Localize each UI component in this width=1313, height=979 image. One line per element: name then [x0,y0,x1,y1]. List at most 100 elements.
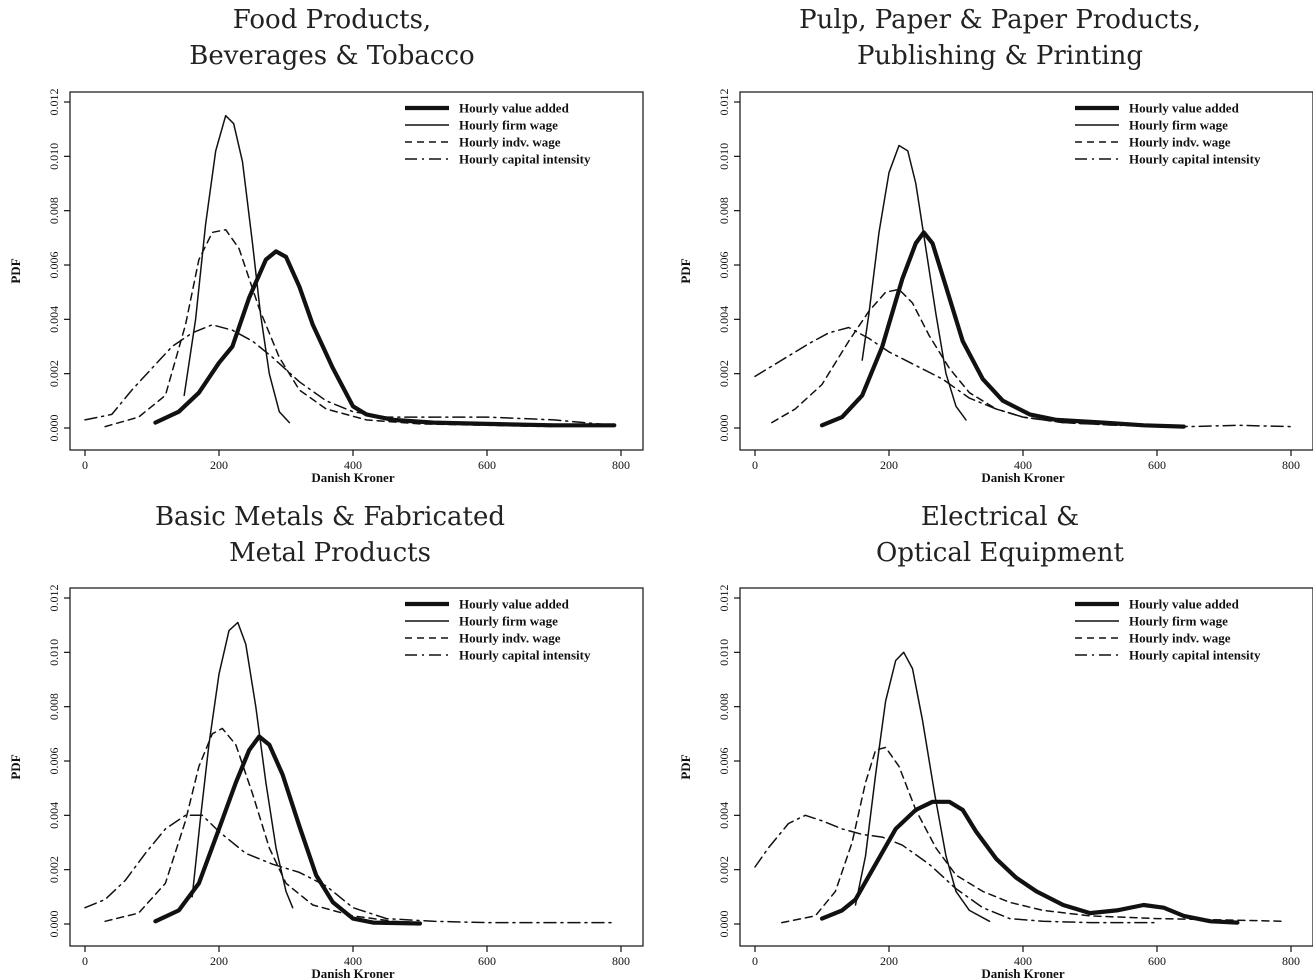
legend-label-4: Hourly capital intensity [1129,152,1261,167]
legend-label-4: Hourly capital intensity [459,648,591,663]
series-line-2 [191,621,294,909]
y-tick-label: 0.012 [47,585,61,612]
chart-panel-2: Pulp, Paper & Paper Products, Publishing … [678,5,1313,485]
legend-label-2: Hourly firm wage [459,614,558,629]
y-tick-label: 0.000 [717,911,731,938]
y-tick-label: 0.008 [47,197,61,224]
legend-label-1: Hourly value added [1129,101,1240,116]
y-tick-label: 0.006 [47,748,61,775]
y-tick-label: 0.010 [47,639,61,666]
series-line-4 [754,814,1158,924]
y-tick-label: 0.012 [717,585,731,612]
series-line-1 [819,230,1186,429]
y-tick-label: 0.008 [47,693,61,720]
x-tick-label: 800 [1282,954,1300,968]
x-tick-label: 0 [752,954,758,968]
chart-title-line: Basic Metals & Fabricated [155,502,505,532]
y-tick-label: 0.012 [717,89,731,116]
y-tick-label: 0.000 [47,911,61,938]
y-tick-label: 0.010 [717,639,731,666]
series-line-2 [183,114,291,424]
x-tick-label: 200 [880,954,898,968]
x-tick-label: 600 [1148,954,1166,968]
y-axis-label: PDF [678,754,693,779]
legend-label-3: Hourly indv. wage [459,631,561,646]
series-line-1 [819,799,1240,925]
legend-label-4: Hourly capital intensity [1129,648,1261,663]
chart-panel-4: Electrical & Optical Equipment 0 200 400 600 8… [678,502,1313,979]
y-axis-label: PDF [678,258,693,283]
y-tick-label: 0.004 [47,802,61,829]
y-tick-label: 0.006 [47,252,61,279]
legend-label-2: Hourly firm wage [459,118,558,133]
plot-frame [739,91,1313,451]
x-tick-label: 200 [210,458,228,472]
series-line-2 [861,144,967,421]
y-tick-label: 0.004 [717,306,731,333]
y-tick-label: 0.002 [47,856,61,883]
y-tick-label: 0.004 [717,802,731,829]
legend-label-1: Hourly value added [459,101,570,116]
y-tick-label: 0.012 [47,89,61,116]
plot-frame [69,91,644,451]
series-line-3 [771,288,1118,427]
series-line-4 [84,814,616,924]
x-axis-label: Danish Kroner [981,966,1064,979]
x-tick-label: 800 [1282,458,1300,472]
legend-label-2: Hourly firm wage [1129,614,1228,629]
y-tick-label: 0.002 [717,856,731,883]
legend-label-3: Hourly indv. wage [1129,135,1231,150]
chart-panel-3: Basic Metals & Fabricated Metal Products 0… [8,502,644,979]
x-tick-label: 400 [1014,954,1032,968]
x-tick-label: 800 [612,458,630,472]
x-tick-label: 0 [752,458,758,472]
legend-label-1: Hourly value added [459,597,570,612]
legend-label-3: Hourly indv. wage [459,135,561,150]
x-tick-label: 600 [1148,458,1166,472]
y-tick-label: 0.010 [717,143,731,170]
y-tick-label: 0.008 [717,197,731,224]
x-axis-label: Danish Kroner [311,470,394,485]
y-tick-label: 0.006 [717,252,731,279]
y-tick-label: 0.000 [717,415,731,442]
chart-title-line: Electrical & [921,502,1079,532]
plot-frame [69,587,644,947]
y-tick-label: 0.004 [47,306,61,333]
y-tick-label: 0.002 [717,360,731,387]
series-line-4 [84,324,616,427]
legend-label-1: Hourly value added [1129,597,1240,612]
series-line-4 [754,326,1292,428]
chart-title-line: Optical Equipment [876,538,1124,568]
chart-title-line: Publishing & Printing [857,41,1143,71]
x-axis-label: Danish Kroner [981,470,1064,485]
series-line-3 [104,228,555,428]
series-line-2 [854,651,991,923]
chart-title-line: Food Products, [233,5,431,35]
x-tick-label: 200 [880,458,898,472]
y-tick-label: 0.000 [47,415,61,442]
y-tick-label: 0.006 [717,748,731,775]
y-tick-label: 0.010 [47,143,61,170]
y-axis-label: PDF [8,754,23,779]
x-tick-label: 400 [344,458,362,472]
legend-label-4: Hourly capital intensity [459,152,591,167]
series-line-1 [153,249,617,428]
x-tick-label: 200 [210,954,228,968]
x-tick-label: 400 [1014,458,1032,472]
legend-label-2: Hourly firm wage [1129,118,1228,133]
chart-panel-1: Food Products, Beverages & Tobacco 0 200 400… [8,5,644,485]
chart-title-line: Pulp, Paper & Paper Products, [799,5,1201,35]
series-line-3 [104,727,421,924]
y-tick-label: 0.008 [717,693,731,720]
legend-label-3: Hourly indv. wage [1129,631,1231,646]
x-tick-label: 600 [478,458,496,472]
x-tick-label: 400 [344,954,362,968]
y-tick-label: 0.002 [47,360,61,387]
chart-title-line: Beverages & Tobacco [189,41,474,71]
y-axis-label: PDF [8,258,23,283]
x-tick-label: 0 [82,954,88,968]
series-line-3 [781,746,1286,924]
x-tick-label: 800 [612,954,630,968]
series-line-1 [153,734,423,926]
x-axis-label: Danish Kroner [311,966,394,979]
